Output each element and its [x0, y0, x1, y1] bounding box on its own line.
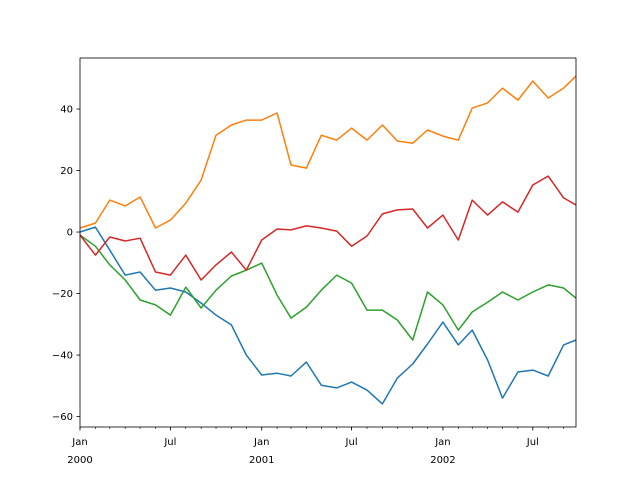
y-tick-label: −40: [52, 351, 73, 362]
series-line-1: [79, 75, 577, 229]
x-tick-year-label: 2002: [430, 455, 455, 466]
x-axis-ticks: Jan 2000 Jul Jan 2001 Jul Jan 2002 Jul: [67, 427, 539, 466]
x-tick-year-label: 2001: [249, 455, 274, 466]
y-tick-label: 40: [60, 105, 73, 116]
series-line-0: [79, 226, 577, 405]
series-lines: [79, 75, 577, 405]
x-tick-label: Jan: [434, 437, 450, 448]
x-tick-label: Jan: [253, 437, 269, 448]
x-tick-label: Jul: [163, 437, 176, 448]
x-tick-label: Jan: [71, 437, 87, 448]
x-tick-year-label: 2000: [67, 455, 92, 466]
series-line-2: [79, 234, 577, 341]
series-line-3: [79, 175, 577, 281]
y-tick-label: −60: [52, 412, 73, 423]
x-tick-label: Jul: [345, 437, 358, 448]
y-tick-label: −20: [52, 289, 73, 300]
plot-frame: [79, 57, 577, 428]
y-tick-label: 20: [60, 166, 73, 177]
y-tick-label: 0: [67, 228, 73, 239]
y-axis-ticks: −60 −40 −20 0 20 40: [52, 105, 80, 423]
x-tick-label: Jul: [526, 437, 539, 448]
